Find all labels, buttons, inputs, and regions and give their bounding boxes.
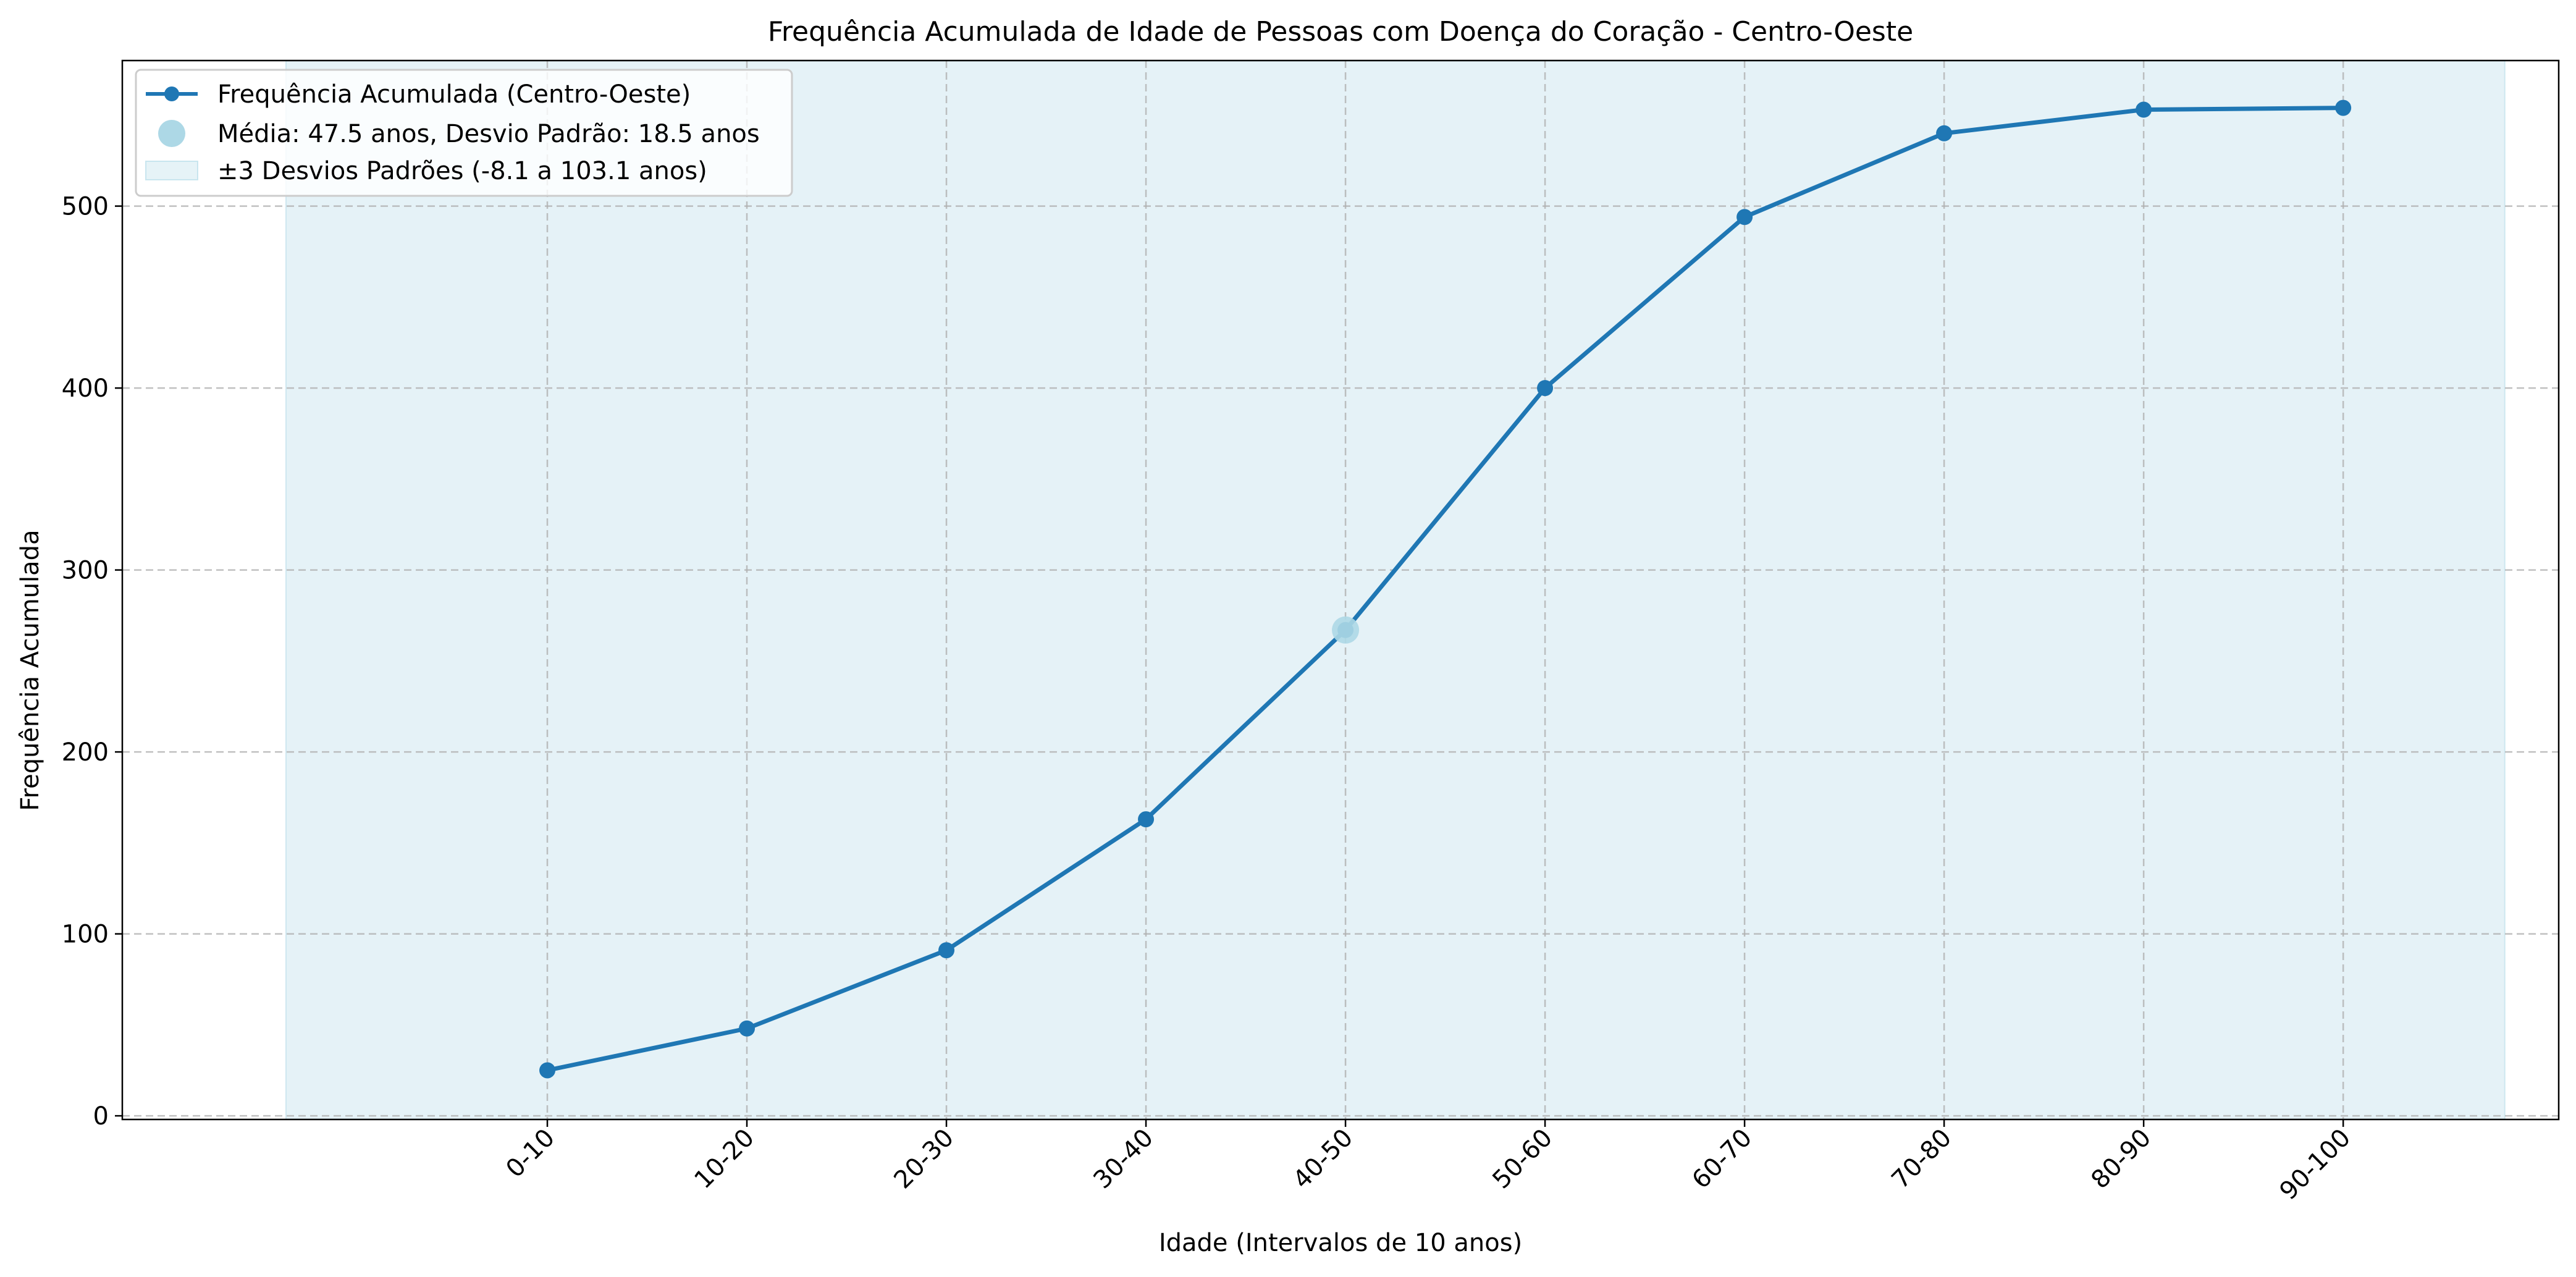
series-line: [547, 106, 2344, 1073]
data-point: [2136, 101, 2152, 118]
data-point: [1936, 125, 1953, 141]
data-point: [1537, 380, 1554, 397]
std-band: [285, 60, 2506, 1120]
mean-marker: [1332, 616, 1360, 644]
y-axis-label: Frequência Acumulada: [16, 529, 44, 811]
data-point: [2335, 99, 2352, 116]
legend-label-series: Frequência Acumulada (Centro-Oeste): [217, 80, 691, 109]
data-point: [1736, 209, 1753, 225]
data-point: [938, 942, 955, 959]
x-axis-label: Idade (Intervalos de 10 anos): [1159, 1229, 1522, 1257]
y-tick-label: 0: [93, 1102, 109, 1131]
legend-line-marker: [164, 86, 179, 101]
chart-title: Frequência Acumulada de Idade de Pessoas…: [768, 16, 1913, 48]
y-tick-label: 400: [62, 374, 109, 403]
data-point: [739, 1020, 756, 1037]
legend: Frequência Acumulada (Centro-Oeste) Médi…: [135, 69, 793, 197]
y-tick-label: 500: [62, 193, 109, 221]
legend-label-mean: Média: 47.5 anos, Desvio Padrão: 18.5 an…: [217, 120, 760, 148]
legend-box: [135, 69, 793, 197]
data-point: [1138, 811, 1155, 828]
plot-frame: [121, 59, 2560, 1121]
legend-mean-marker: [158, 120, 185, 147]
y-tick-label: 100: [62, 921, 109, 949]
data-point: [539, 1062, 556, 1079]
legend-band-swatch: [145, 161, 198, 180]
legend-label-band: ±3 Desvios Padrões (-8.1 a 103.1 anos): [217, 157, 707, 185]
y-tick-label: 200: [62, 738, 109, 767]
y-tick-label: 300: [62, 557, 109, 585]
